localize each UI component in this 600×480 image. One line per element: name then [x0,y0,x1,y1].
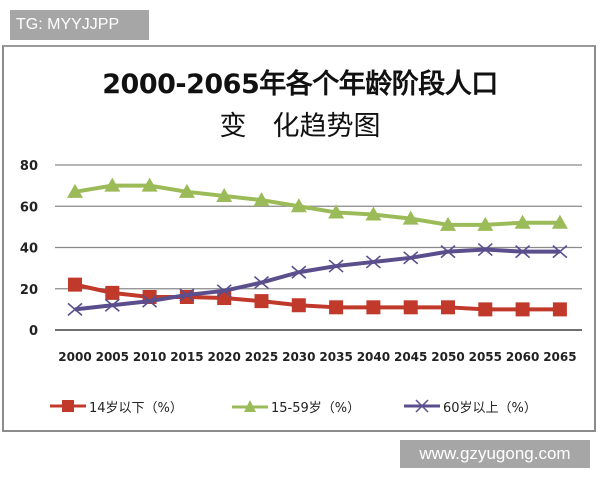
x-tick-label: 2005 [96,350,129,364]
chart-frame [2,45,596,432]
x-tick-label: 2015 [170,350,203,364]
data-point-triangle [67,183,83,198]
series-square [68,277,567,317]
series-line [74,183,560,227]
x-marker-icon [404,399,440,413]
data-point-triangle [365,206,382,221]
data-point-square [329,300,344,315]
data-point-square [254,294,269,309]
x-tick-label: 2035 [319,350,352,364]
legend-item-over-60: 60岁以上（%） [404,394,537,418]
chart-title-line2-a: 变 [219,111,247,142]
x-tick-label: 2000 [58,350,91,364]
y-tick-label: 0 [29,324,38,339]
watermark-top: TG: MYYJJPP [10,10,149,40]
series-triangle [67,177,568,231]
data-point-square [105,285,120,300]
data-point-square [515,302,530,317]
data-point-triangle [141,177,158,192]
legend-item-under-14: 14岁以下（%） [50,394,183,418]
chart-title-line2-b: 化趋势图 [272,111,381,142]
square-marker-icon [50,400,86,412]
series-line [74,247,560,312]
x-tick-label: 2010 [133,350,166,364]
chart-legend: 14岁以下（%） 15-59岁（%） 60岁以上（%） [0,394,600,418]
data-point-square [403,300,418,315]
triangle-marker-icon [232,400,268,412]
x-tick-label: 2050 [431,350,464,364]
x-tick-label: 2060 [506,350,539,364]
data-point-square [366,300,381,315]
data-point-triangle [477,216,494,231]
data-point-triangle [551,214,568,229]
legend-label: 60岁以上（%） [443,400,537,416]
data-point-triangle [216,187,233,202]
x-tick-label: 2020 [207,350,240,364]
data-point-triangle [178,183,195,198]
chart-title-line1: 2000-2065年各个年龄阶段人口 [102,69,498,100]
y-tick-label: 40 [20,242,38,257]
data-point-square [552,302,567,317]
data-point-square [441,300,455,315]
x-tick-label: 2040 [357,350,390,364]
legend-label: 15-59岁（%） [271,400,361,416]
series-x [67,242,568,316]
data-point-triangle [514,214,531,229]
x-tick-label: 2065 [543,350,576,364]
x-tick-label: 2045 [394,350,427,364]
data-point-triangle [253,192,270,207]
data-point-square [291,298,306,313]
watermark-bottom: www.gzyugong.com [400,440,590,468]
y-tick-label: 60 [20,200,38,215]
data-point-triangle [104,177,121,192]
legend-label: 14岁以下（%） [89,400,183,416]
y-tick-label: 20 [20,283,38,298]
x-tick-label: 2025 [245,350,278,364]
data-point-triangle [290,198,307,213]
chart-title-line2: 变化趋势图 [0,104,600,143]
x-tick-label: 2030 [282,350,315,364]
data-point-triangle [440,216,456,231]
data-point-triangle [328,204,345,219]
legend-item-15-59: 15-59岁（%） [232,394,360,418]
x-tick-label: 2055 [469,350,502,364]
y-tick-label: 80 [20,159,38,174]
data-point-square [478,302,493,317]
data-point-triangle [402,210,419,225]
data-point-square [68,277,82,292]
